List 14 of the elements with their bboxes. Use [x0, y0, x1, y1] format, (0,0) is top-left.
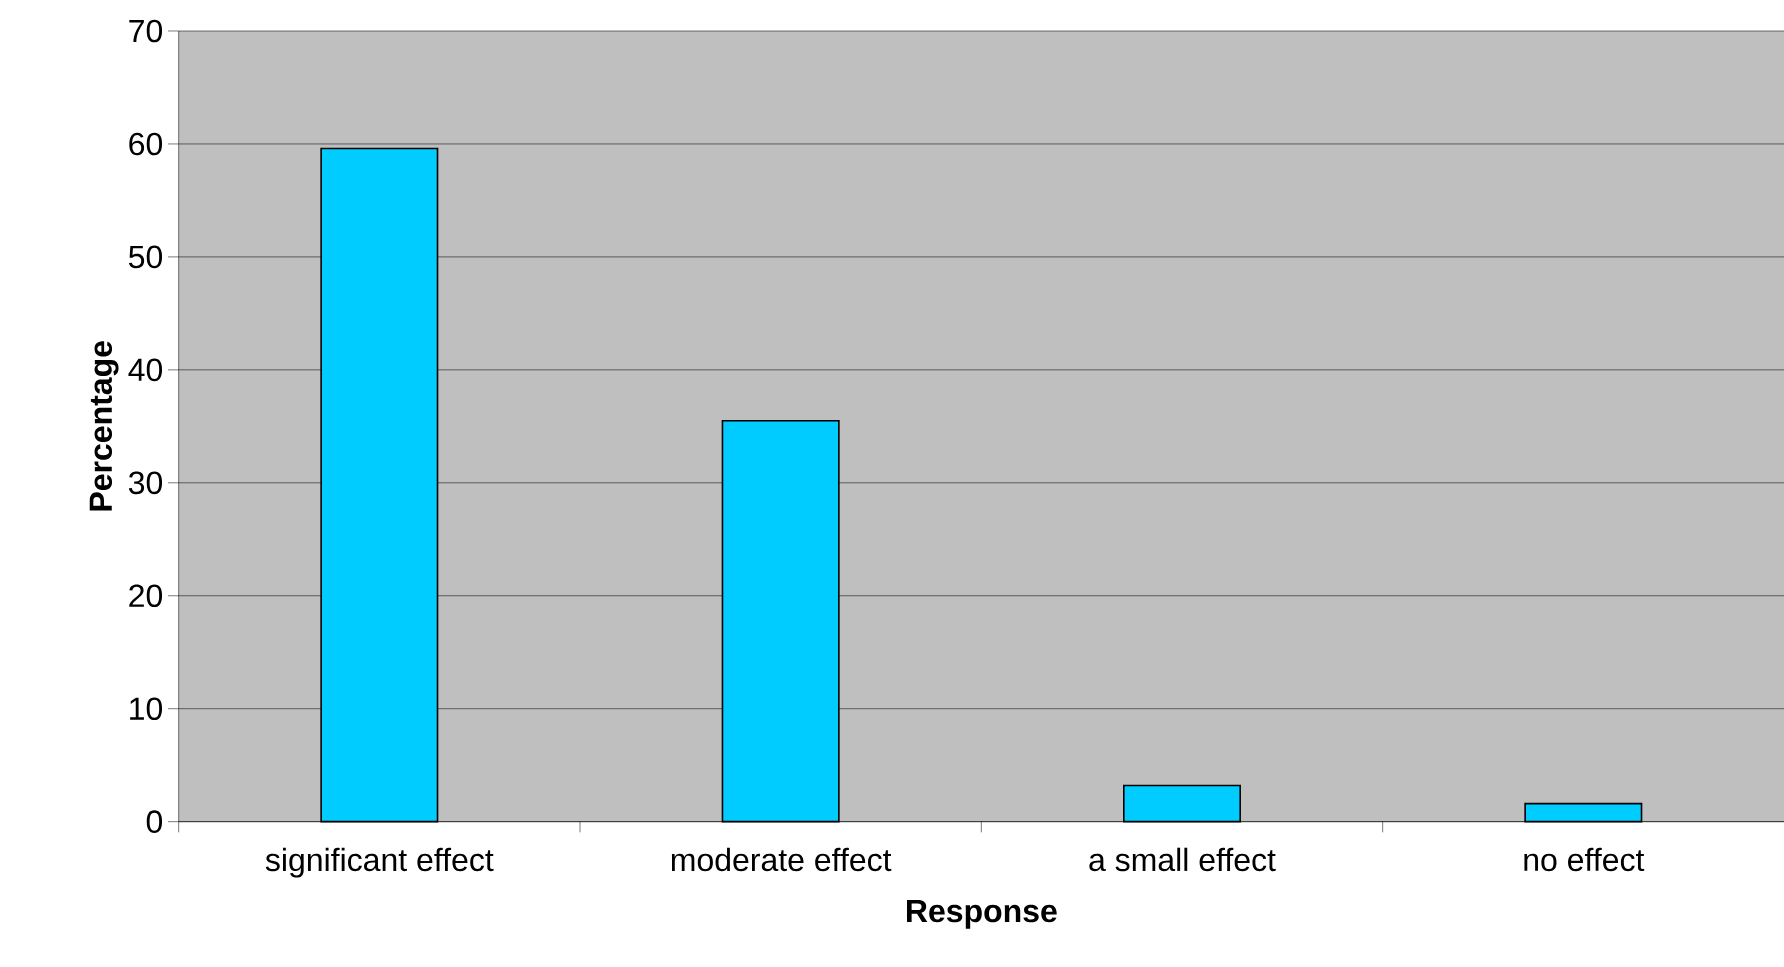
y-tick-label: 50	[128, 245, 163, 269]
y-tick-label: 0	[146, 810, 163, 833]
x-tick-label: moderate effect	[671, 847, 892, 872]
x-axis-title: Response	[906, 900, 1057, 929]
x-tick-label: no effect	[1524, 847, 1645, 872]
y-tick-label: 10	[130, 697, 163, 721]
y-tick-label: 20	[129, 584, 163, 608]
x-tick-label: a small effect	[1089, 847, 1276, 872]
y-tick-label: 70	[129, 19, 163, 43]
y-tick-label: 40	[128, 358, 163, 382]
x-tick-label: significant effect	[265, 847, 494, 878]
y-tick-label: 30	[128, 471, 163, 495]
y-axis-title: Percentage	[89, 341, 119, 511]
y-tick-label: 60	[129, 132, 163, 156]
